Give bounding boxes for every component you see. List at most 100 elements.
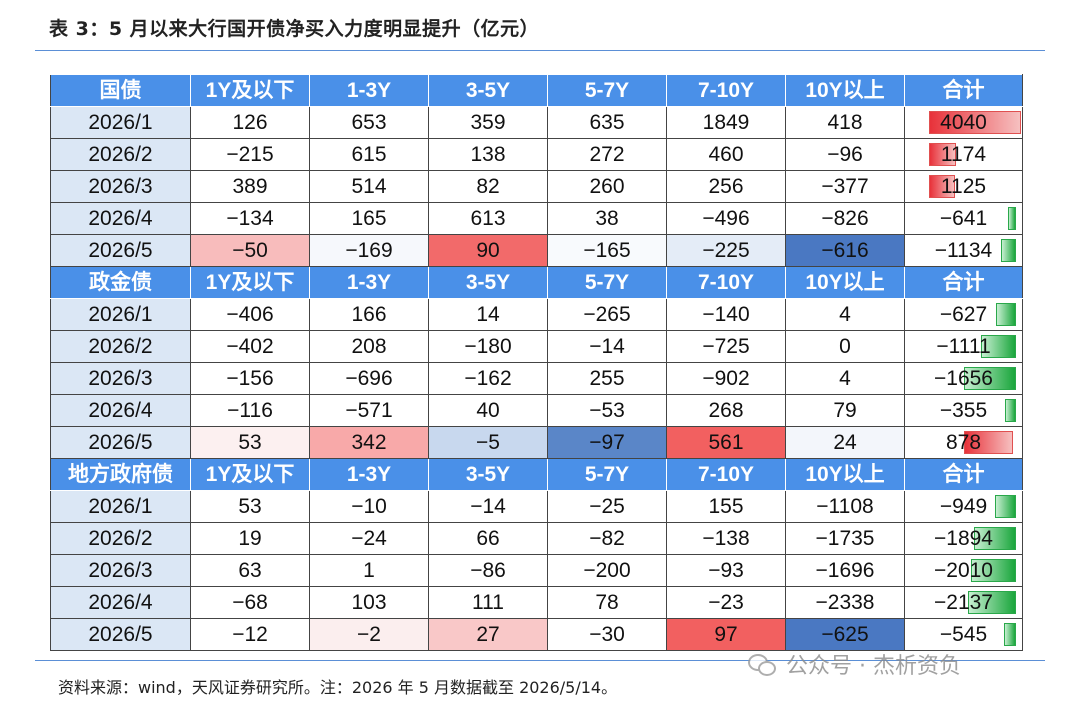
period-label: 2026/5 [50,618,191,651]
total-value: 4040 [940,111,987,134]
value-cell: −200 [547,554,667,587]
section-header-row: 地方政府债 1Y及以下 1-3Y 3-5Y 5-7Y 7-10Y 10Y以上 合计 [50,458,1023,491]
column-header: 3-5Y [428,458,548,491]
column-header: 10Y以上 [785,458,905,491]
total-databar [1003,623,1016,646]
table-title: 表 3：5 月以来大行国开债净买入力度明显提升（亿元） [49,18,540,40]
total-cell: 1125 [904,170,1023,203]
value-cell: −696 [309,362,429,395]
period-label: 2026/2 [50,138,191,171]
value-cell: 103 [309,586,429,619]
value-cell: −616 [785,234,905,267]
value-cell: 40 [428,394,548,427]
value-cell: −180 [428,330,548,363]
value-cell: −826 [785,202,905,235]
table-row: 2026/4 −116 −571 40 −53 268 79 −355 [50,394,1023,427]
total-cell: 1174 [904,138,1023,171]
value-cell: −12 [190,618,310,651]
watermark: 公众号 · 杰析资负 [748,648,961,680]
column-header: 1Y及以下 [190,266,310,299]
value-cell: 78 [547,586,667,619]
value-cell: 359 [428,106,548,139]
value-cell: −169 [309,234,429,267]
column-header: 1Y及以下 [190,458,310,491]
total-cell: −641 [904,202,1023,235]
total-databar [968,591,1016,614]
value-cell: 19 [190,522,310,555]
column-header: 合计 [904,458,1023,491]
total-databar [973,527,1016,550]
total-databar [1007,207,1016,230]
table-row: 2026/4 −68 103 111 78 −23 −2338 −2137 [50,586,1023,619]
value-cell: −571 [309,394,429,427]
value-cell: 166 [309,298,429,331]
value-cell: 53 [190,490,310,523]
value-cell: −25 [547,490,667,523]
section-name: 地方政府债 [50,458,191,491]
total-cell: −1111 [904,330,1023,363]
column-header: 5-7Y [547,74,667,107]
total-databar [994,495,1016,518]
value-cell: −1696 [785,554,905,587]
value-cell: 0 [785,330,905,363]
section-name: 国债 [50,74,191,107]
period-label: 2026/5 [50,234,191,267]
value-cell: 561 [666,426,786,459]
value-cell: −215 [190,138,310,171]
column-header: 7-10Y [666,458,786,491]
value-cell: −24 [309,522,429,555]
total-value: −545 [939,623,988,646]
table-row: 2026/5 −50 −169 90 −165 −225 −616 −1134 [50,234,1023,267]
column-header: 1-3Y [309,266,429,299]
value-cell: −68 [190,586,310,619]
section-header-row: 国债 1Y及以下 1-3Y 3-5Y 5-7Y 7-10Y 10Y以上 合计 [50,74,1023,107]
total-value: −355 [939,399,988,422]
total-cell: −1656 [904,362,1023,395]
period-label: 2026/4 [50,586,191,619]
total-cell: −2010 [904,554,1023,587]
value-cell: 208 [309,330,429,363]
value-cell: 389 [190,170,310,203]
column-header: 合计 [904,74,1023,107]
value-cell: −1108 [785,490,905,523]
value-cell: 97 [666,618,786,651]
table-row: 2026/3 63 1 −86 −200 −93 −1696 −2010 [50,554,1023,587]
total-cell: −627 [904,298,1023,331]
value-cell: 613 [428,202,548,235]
total-cell: −355 [904,394,1023,427]
table-row: 2026/1 53 −10 −14 −25 155 −1108 −949 [50,490,1023,523]
value-cell: 342 [309,426,429,459]
value-cell: 63 [190,554,310,587]
period-label: 2026/3 [50,362,191,395]
total-cell: −949 [904,490,1023,523]
table-row: 2026/3 −156 −696 −162 255 −902 4 −1656 [50,362,1023,395]
value-cell: −140 [666,298,786,331]
value-cell: −53 [547,394,667,427]
total-value: −641 [939,207,988,230]
period-label: 2026/2 [50,522,191,555]
total-cell: −1894 [904,522,1023,555]
column-header: 1-3Y [309,74,429,107]
value-cell: 79 [785,394,905,427]
total-cell: −2137 [904,586,1023,619]
column-header: 7-10Y [666,74,786,107]
total-cell: −1134 [904,234,1023,267]
value-cell: −162 [428,362,548,395]
value-cell: 14 [428,298,548,331]
period-label: 2026/5 [50,426,191,459]
value-cell: 66 [428,522,548,555]
table-row: 2026/5 −12 −2 27 −30 97 −625 −545 [50,618,1023,651]
table-row: 2026/2 19 −24 66 −82 −138 −1735 −1894 [50,522,1023,555]
value-cell: −96 [785,138,905,171]
total-databar [964,367,1016,390]
table-row: 2026/1 126 653 359 635 1849 418 4040 [50,106,1023,139]
value-cell: 635 [547,106,667,139]
value-cell: 155 [666,490,786,523]
total-cell: 878 [904,426,1023,459]
value-cell: −97 [547,426,667,459]
total-value: 1125 [940,175,987,198]
period-label: 2026/1 [50,298,191,331]
total-value: −1134 [934,239,993,262]
column-header: 1-3Y [309,458,429,491]
total-value: −2010 [934,559,993,582]
